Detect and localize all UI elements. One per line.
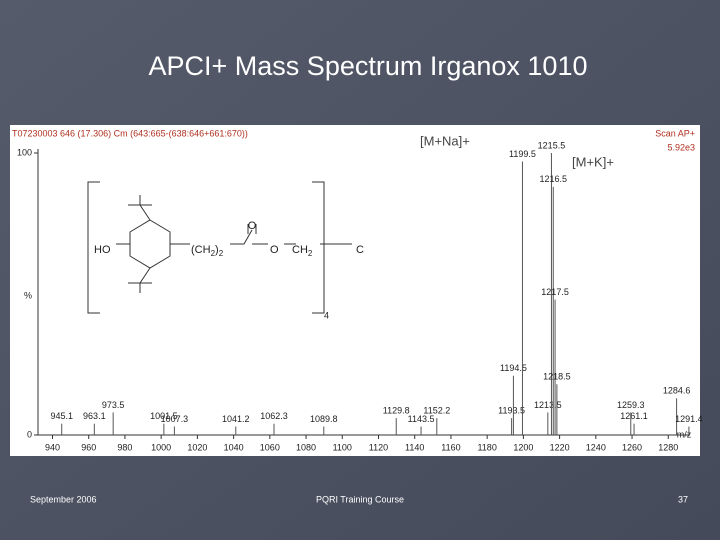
peak-label: 1216.5 xyxy=(539,174,567,184)
x-tick-label: 1280 xyxy=(658,442,678,452)
structure-label: (CH xyxy=(191,244,211,256)
structure-label: C xyxy=(356,244,364,256)
x-axis-label: m/z xyxy=(677,429,692,439)
peak-label: 1007.3 xyxy=(161,414,189,424)
peak-label: 1194.5 xyxy=(500,363,527,373)
x-tick-label: 1140 xyxy=(405,442,424,452)
peak-label: 963.1 xyxy=(83,411,106,421)
chart-header: T07230003 646 (17.306) Cm (643:665-(638:… xyxy=(12,128,248,138)
structure xyxy=(87,181,352,314)
structure-label: 2 xyxy=(211,249,216,258)
x-tick-label: 940 xyxy=(45,442,60,452)
peak-label: 1062.3 xyxy=(260,411,288,421)
peak-label: 1041.2 xyxy=(222,414,250,424)
y-axis-label: % xyxy=(24,290,32,300)
y-tick-label: 100 xyxy=(17,147,32,157)
peak-label: 1259.3 xyxy=(617,400,645,410)
x-tick-label: 1120 xyxy=(369,442,388,452)
structure-label: 4 xyxy=(324,310,329,320)
peak-label: 1193.5 xyxy=(498,405,525,415)
x-tick-label: 1060 xyxy=(260,442,280,452)
x-tick-label: 1040 xyxy=(224,442,244,452)
peak-label: 1217.5 xyxy=(541,287,569,297)
x-tick-label: 1240 xyxy=(586,442,606,452)
x-tick-label: 1260 xyxy=(622,442,642,452)
x-tick-label: 980 xyxy=(117,442,132,452)
bonds xyxy=(116,195,352,293)
peak-label: 1284.6 xyxy=(663,386,691,396)
peak-label: 945.1 xyxy=(50,411,73,421)
structure-label: ) xyxy=(215,244,219,256)
x-tick-label: 1020 xyxy=(187,442,207,452)
x-tick-label: 1080 xyxy=(296,442,316,452)
peak-label: 1218.5 xyxy=(543,372,571,382)
annotation: [M+Na]+ xyxy=(420,133,470,148)
peak-label: 973.5 xyxy=(102,400,125,410)
bracket xyxy=(87,181,325,314)
peak-label: 1291.4 xyxy=(675,414,703,424)
structure-label: HO xyxy=(94,244,111,256)
x-tick-label: 1100 xyxy=(333,442,352,452)
slide-title: APCI+ Mass Spectrum Irganox 1010 xyxy=(149,51,588,81)
footer-date: September 2006 xyxy=(30,494,97,504)
peak-label: 1213.5 xyxy=(534,400,562,410)
x-tick-label: 1220 xyxy=(550,442,570,452)
structure-label: CH xyxy=(292,244,308,256)
structure-label: O xyxy=(248,220,257,232)
x-tick-label: 1000 xyxy=(151,442,171,452)
peak-label: 1143.5 xyxy=(408,414,435,424)
peak-label: 1199.5 xyxy=(509,149,536,159)
x-tick-label: 1160 xyxy=(441,442,460,452)
x-tick-label: 1200 xyxy=(513,442,533,452)
peak-label: 1129.8 xyxy=(383,405,410,415)
structure-label: 2 xyxy=(219,249,224,258)
x-tick-label: 1180 xyxy=(477,442,496,452)
peak-label: 1215.5 xyxy=(538,140,566,150)
page-number: 37 xyxy=(678,494,688,504)
y-tick-label: 0 xyxy=(27,429,32,439)
structure-label: 2 xyxy=(308,249,313,258)
structure-label: CH2 xyxy=(292,244,313,258)
structure-label: (CH2)2 xyxy=(191,244,224,258)
footer-course: PQRI Training Course xyxy=(316,494,404,504)
peak-label: 1001.5 xyxy=(150,411,178,421)
structure-label: O xyxy=(270,244,279,256)
chart-panel xyxy=(10,125,700,456)
x-tick-label: 960 xyxy=(81,442,96,452)
peak-label: 1152.2 xyxy=(423,405,450,415)
peak-label: 1089.8 xyxy=(310,414,338,424)
annotation: [M+K]+ xyxy=(572,154,614,169)
scan-label: Scan AP+ xyxy=(655,128,695,138)
intensity-label: 5.92e3 xyxy=(667,142,695,152)
peak-label: 1261.1 xyxy=(620,411,648,421)
